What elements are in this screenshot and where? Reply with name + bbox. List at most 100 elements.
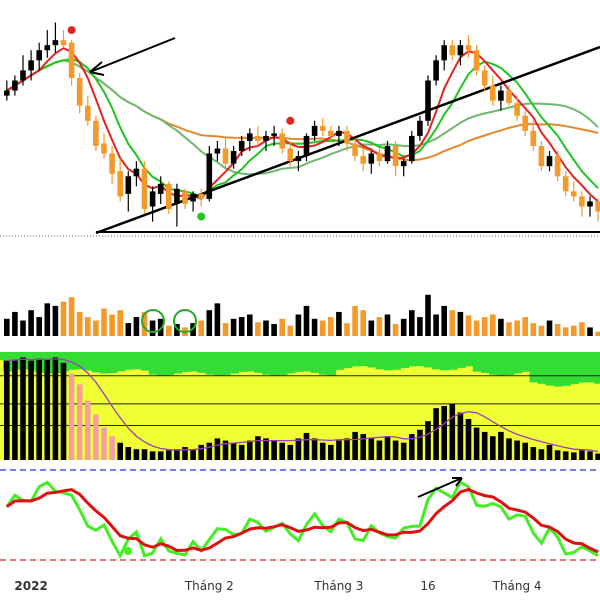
candle-body [206, 153, 213, 199]
oscillator-bar [595, 453, 600, 460]
oscillator-bar [384, 436, 391, 460]
candle-body [238, 140, 245, 152]
oscillator-bar [85, 400, 91, 460]
buy-signal-dot [197, 212, 206, 221]
x-tick-label: 2022 [14, 579, 47, 593]
volume-bar [230, 318, 237, 336]
candle-body [271, 133, 277, 136]
volume-bar [352, 305, 358, 336]
oscillator-bar [554, 450, 561, 460]
oscillator-zone-green [140, 352, 150, 371]
oscillator-zone-green [399, 352, 409, 368]
volume-bar [44, 303, 51, 336]
volume-bar [20, 320, 26, 336]
oscillator-bar [271, 440, 277, 460]
volume-bar [68, 297, 75, 336]
volume-bar [433, 314, 439, 336]
candle-body [562, 176, 569, 192]
oscillator-zone-green [537, 352, 547, 384]
candle-body [52, 40, 59, 46]
candle-body [85, 105, 91, 121]
volume-bar [319, 320, 326, 336]
candle-body [384, 146, 391, 162]
volume-bar [400, 318, 407, 336]
volume-bar [149, 320, 156, 336]
oscillator-panel [0, 352, 600, 471]
oscillator-bar [93, 414, 99, 460]
oscillator-zone-green [181, 352, 191, 372]
oscillator-zone-green [351, 352, 361, 367]
oscillator-zone-green [367, 352, 377, 368]
oscillator-bar [263, 438, 269, 460]
x-tick-label: Tháng 4 [492, 579, 542, 593]
volume-bar [546, 320, 553, 336]
volume-bar [449, 310, 456, 336]
oscillator-bar [538, 449, 545, 460]
oscillator-zone-green [84, 352, 94, 371]
candle-body [190, 193, 196, 202]
oscillator-bar [530, 447, 537, 460]
oscillator-bar [490, 436, 496, 460]
candle-body [546, 156, 553, 167]
oscillator-bar [392, 440, 399, 460]
volume-bar [328, 317, 334, 336]
oscillator-zone-green [424, 352, 434, 368]
oscillator-zone-green [497, 352, 507, 376]
volume-bar [271, 323, 277, 336]
candle-body [230, 151, 237, 164]
oscillator-zone-green [286, 352, 296, 374]
candle-body [76, 77, 83, 106]
momentum-slow-line [5, 487, 599, 554]
momentum-arrow-head [452, 477, 463, 487]
oscillator-zone-green [189, 352, 199, 372]
candle-body [490, 85, 496, 101]
oscillator-zone-green [213, 352, 223, 376]
volume-bar [562, 327, 569, 336]
oscillator-bar [579, 450, 585, 460]
oscillator-zone-green [594, 352, 600, 384]
oscillator-zone-green [464, 352, 474, 367]
candle-body [481, 70, 488, 86]
volume-bar [85, 317, 91, 336]
candle-body [595, 201, 600, 212]
oscillator-bar [587, 451, 593, 460]
volume-bar [101, 308, 107, 336]
oscillator-bar [287, 444, 294, 460]
arrow-line [89, 37, 176, 73]
volume-bar [295, 314, 302, 336]
candle-body [360, 156, 366, 164]
oscillator-bar [76, 384, 83, 460]
oscillator-bar [12, 359, 18, 460]
oscillator-zone-green [310, 352, 320, 373]
oscillator-zone-green [132, 352, 142, 370]
candle-body [506, 90, 512, 104]
candle-body [336, 130, 342, 136]
candle-body [376, 153, 383, 162]
oscillator-bar [546, 444, 553, 460]
candle-body [554, 156, 561, 177]
candle-body [303, 135, 310, 157]
oscillator-zone-green [561, 352, 571, 386]
candle-body [328, 130, 334, 136]
candle-body [109, 153, 115, 174]
oscillator-zone-green [440, 352, 450, 371]
volume-bar [4, 318, 10, 336]
oscillator-bar [400, 442, 407, 460]
arrow-head [89, 61, 105, 76]
oscillator-zone-green [270, 352, 280, 376]
ma-mid-line [6, 57, 599, 199]
oscillator-zone-green [383, 352, 393, 371]
volume-bar [360, 310, 366, 336]
oscillator-zone-green [432, 352, 442, 370]
oscillator-zone-green [156, 352, 166, 376]
volume-bar [392, 323, 399, 336]
candle-body [117, 171, 123, 197]
x-axis: 2022 Tháng 2 Tháng 3 16 Tháng 4 [0, 568, 600, 600]
candle-body [222, 148, 229, 164]
oscillator-bar [425, 421, 431, 460]
candle-body [465, 45, 472, 51]
candle-body [101, 143, 107, 154]
candle-body [498, 90, 504, 101]
oscillator-zone-green [586, 352, 596, 383]
